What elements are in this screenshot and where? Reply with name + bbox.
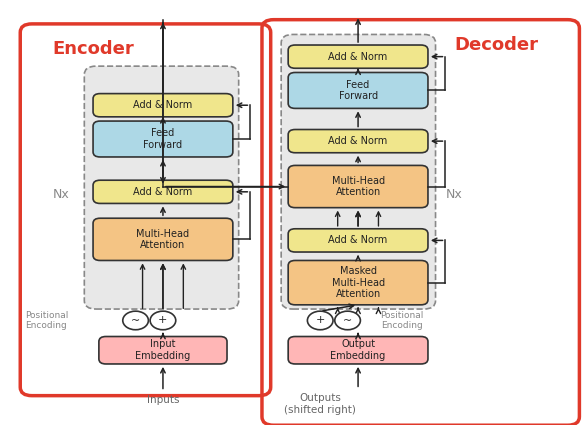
Text: Nx: Nx: [53, 188, 69, 202]
Circle shape: [308, 311, 333, 330]
Text: Feed
Forward: Feed Forward: [339, 80, 377, 101]
Text: Output
Embedding: Output Embedding: [330, 339, 386, 361]
FancyBboxPatch shape: [281, 35, 436, 309]
FancyBboxPatch shape: [288, 45, 428, 68]
FancyBboxPatch shape: [93, 94, 233, 117]
FancyBboxPatch shape: [288, 261, 428, 305]
Text: Multi-Head
Attention: Multi-Head Attention: [136, 229, 189, 250]
FancyBboxPatch shape: [288, 72, 428, 108]
Text: Decoder: Decoder: [455, 36, 539, 54]
Text: Nx: Nx: [446, 188, 463, 202]
Text: Add & Norm: Add & Norm: [133, 100, 193, 110]
Text: Outputs
(shifted right): Outputs (shifted right): [284, 393, 356, 415]
FancyBboxPatch shape: [93, 218, 233, 261]
Text: +: +: [158, 315, 168, 325]
FancyBboxPatch shape: [288, 229, 428, 252]
FancyBboxPatch shape: [288, 130, 428, 153]
Text: Add & Norm: Add & Norm: [329, 136, 387, 146]
Text: ~: ~: [131, 315, 140, 325]
Circle shape: [123, 311, 148, 330]
Text: +: +: [316, 315, 325, 325]
FancyBboxPatch shape: [93, 121, 233, 157]
Circle shape: [335, 311, 360, 330]
Text: Masked
Multi-Head
Attention: Masked Multi-Head Attention: [332, 266, 385, 299]
Text: Positional
Encoding: Positional Encoding: [380, 311, 423, 330]
Text: Encoder: Encoder: [52, 40, 134, 58]
Text: Add & Norm: Add & Norm: [329, 235, 387, 245]
Text: Add & Norm: Add & Norm: [133, 187, 193, 197]
Circle shape: [150, 311, 176, 330]
Text: Add & Norm: Add & Norm: [329, 52, 387, 62]
FancyBboxPatch shape: [288, 165, 428, 208]
Text: Feed
Forward: Feed Forward: [143, 128, 182, 150]
FancyBboxPatch shape: [288, 336, 428, 364]
Text: Inputs: Inputs: [146, 395, 179, 405]
Text: Input
Embedding: Input Embedding: [135, 339, 191, 361]
Text: Positional
Encoding: Positional Encoding: [25, 311, 68, 330]
FancyBboxPatch shape: [93, 180, 233, 203]
Text: Multi-Head
Attention: Multi-Head Attention: [332, 176, 385, 197]
FancyBboxPatch shape: [99, 336, 227, 364]
FancyBboxPatch shape: [84, 66, 239, 309]
Text: ~: ~: [343, 315, 352, 325]
